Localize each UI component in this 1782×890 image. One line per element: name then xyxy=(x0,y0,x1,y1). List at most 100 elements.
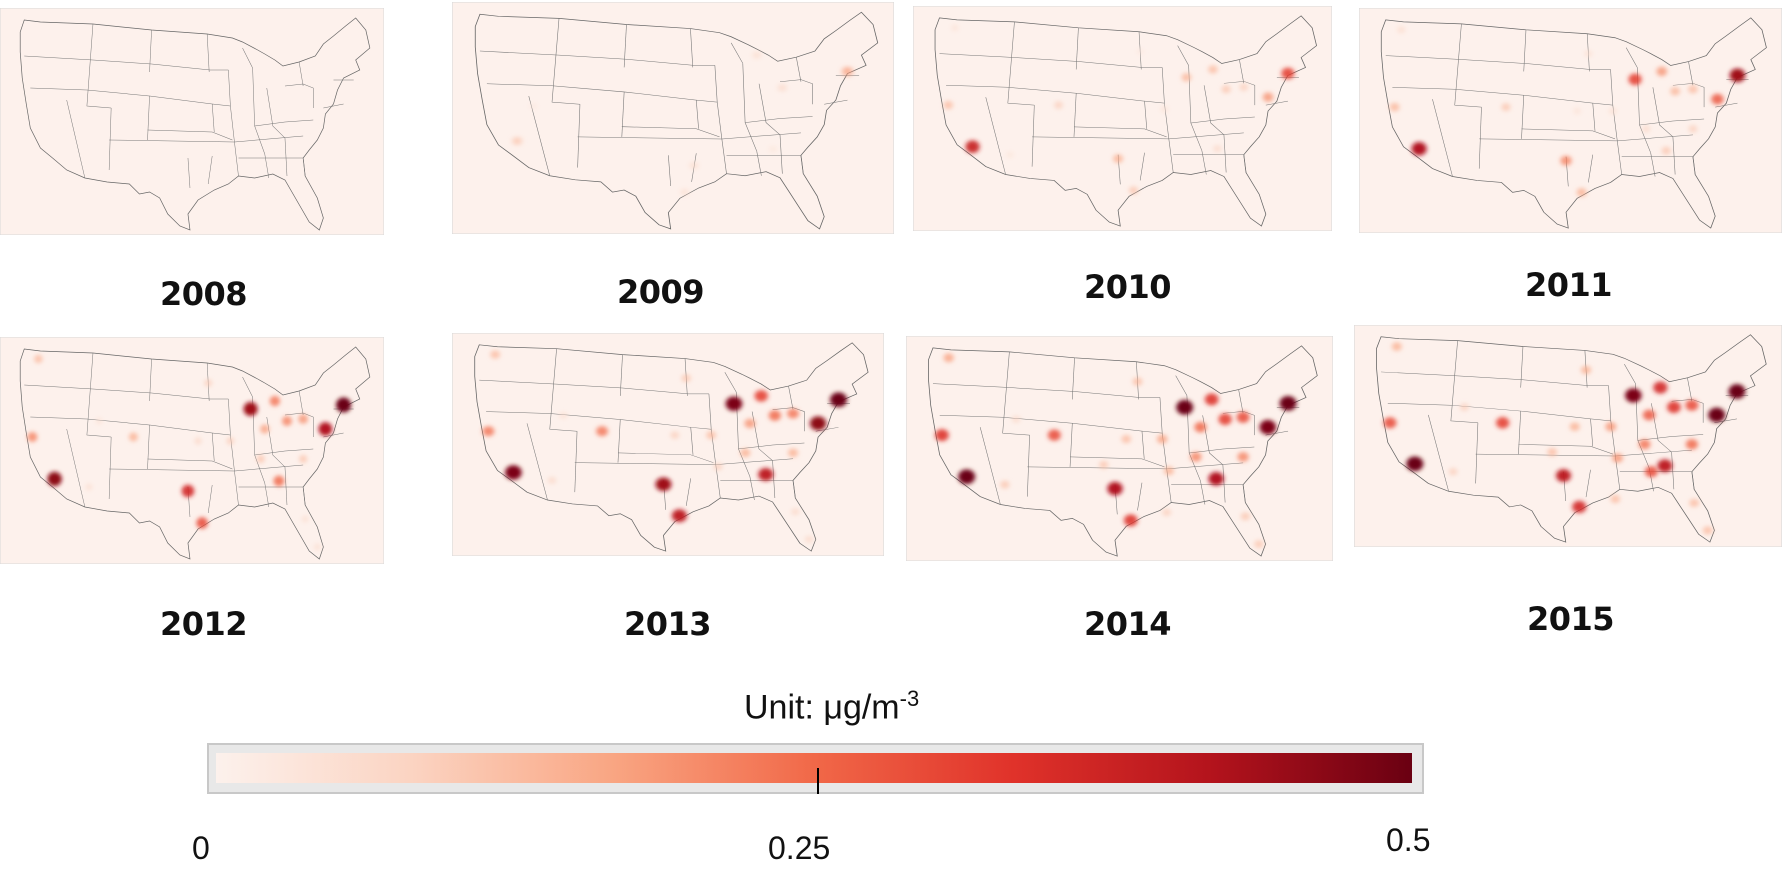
state-border xyxy=(621,126,720,138)
state-border xyxy=(1592,103,1596,131)
hotspot-phoenix xyxy=(85,483,93,491)
state-border xyxy=(1069,423,1073,467)
hotspot-stlouis xyxy=(1608,107,1617,115)
state-border xyxy=(284,137,288,177)
state-border xyxy=(526,423,548,501)
year-label-2011: 2011 xyxy=(1525,266,1613,304)
map-panel-2009 xyxy=(452,2,894,234)
state-border xyxy=(254,119,314,127)
state-border xyxy=(1265,100,1288,106)
us-map-2013 xyxy=(452,333,884,556)
hotspot-chicago xyxy=(1625,388,1642,403)
state-border xyxy=(264,153,270,179)
hotspot-neworleans xyxy=(1610,494,1621,504)
hotspot-la xyxy=(1411,142,1427,156)
state-border xyxy=(758,83,781,136)
us-map-2015 xyxy=(1354,325,1782,547)
state-border xyxy=(939,53,1163,68)
state-border xyxy=(800,155,804,174)
map-panel-2008 xyxy=(0,8,384,235)
state-border xyxy=(1625,47,1638,68)
hotspot-denver xyxy=(596,426,608,437)
hotspot-memphis xyxy=(713,462,723,471)
us-map-2014 xyxy=(906,336,1333,561)
state-border xyxy=(623,24,627,68)
hotspot-nashville xyxy=(1642,125,1651,133)
state-border xyxy=(211,103,215,133)
state-border xyxy=(323,103,344,109)
hotspot-kc xyxy=(1573,107,1582,115)
hotspot-texas-east xyxy=(689,161,699,170)
state-border xyxy=(1007,21,1035,106)
state-border xyxy=(1610,69,1622,175)
state-border xyxy=(574,431,578,493)
hotspot-dallas xyxy=(1107,481,1123,496)
state-border xyxy=(1617,134,1693,142)
hotspot-sf xyxy=(27,432,38,442)
hotspot-miami xyxy=(1254,540,1264,549)
hotspot-minneapolis xyxy=(1581,365,1592,375)
hotspot-dallas xyxy=(655,477,672,492)
hotspot-minneapolis xyxy=(1136,48,1144,55)
hotspot-dallas xyxy=(181,484,195,498)
state-border xyxy=(1242,484,1246,503)
state-border xyxy=(1479,138,1618,142)
state-border xyxy=(147,95,150,141)
state-border xyxy=(939,415,1163,434)
hotspot-indianapolis xyxy=(1642,409,1656,421)
hotspot-seattle xyxy=(943,353,954,363)
state-border xyxy=(1521,128,1616,140)
state-border xyxy=(735,391,751,477)
hotspot-ca-south xyxy=(512,136,522,146)
state-border xyxy=(1520,346,1524,388)
hotspot-kc xyxy=(670,431,680,439)
hotspot-nyc xyxy=(830,392,848,408)
hotspot-stlouis xyxy=(1157,434,1168,444)
state-border xyxy=(1265,430,1289,436)
map-background xyxy=(906,336,1333,561)
state-border xyxy=(724,372,737,393)
hotspot-kc xyxy=(1569,422,1580,432)
hotspot-sf xyxy=(482,426,495,437)
hotspot-minneapolis xyxy=(1132,377,1143,386)
hotspot-saltlake xyxy=(95,417,103,425)
hotspot-indianapolis xyxy=(1194,421,1207,433)
hotspot-seattle xyxy=(1391,342,1402,351)
us-map-2009 xyxy=(452,2,894,234)
hotspot-indianapolis xyxy=(744,418,756,429)
hotspot-houston xyxy=(1129,186,1139,195)
state-border xyxy=(749,476,755,501)
state-border xyxy=(617,419,621,463)
state-border xyxy=(1687,377,1693,402)
hotspot-detroit xyxy=(754,390,768,402)
hotspot-sf xyxy=(943,100,953,110)
hotspot-chicago xyxy=(1181,73,1192,82)
us-outline xyxy=(19,346,371,560)
us-outline xyxy=(1376,334,1767,543)
hotspot-stlouis xyxy=(706,430,717,440)
state-border xyxy=(690,28,694,68)
us-map-2010 xyxy=(913,6,1332,231)
state-border xyxy=(1075,27,1079,70)
state-border xyxy=(1637,67,1651,153)
us-map-2012 xyxy=(0,337,384,564)
state-border xyxy=(1243,154,1247,173)
state-border xyxy=(619,354,623,396)
state-border xyxy=(1031,105,1035,167)
hotspot-nyc xyxy=(1729,68,1746,83)
hotspot-pittsburgh xyxy=(787,408,799,419)
hotspot-ohio xyxy=(1218,413,1232,426)
hotspot-ohio xyxy=(778,84,787,92)
state-border xyxy=(621,91,625,137)
hotspot-neworleans xyxy=(1162,508,1172,517)
state-border xyxy=(1692,156,1696,175)
us-outline xyxy=(474,11,879,230)
state-border xyxy=(66,99,86,179)
state-border xyxy=(1189,446,1255,454)
hotspot-kc xyxy=(194,437,202,445)
state-border xyxy=(1137,482,1143,511)
state-border xyxy=(617,452,714,463)
state-border xyxy=(1385,55,1611,70)
state-border xyxy=(1168,132,1244,140)
map-panel-2015 xyxy=(1354,325,1782,547)
